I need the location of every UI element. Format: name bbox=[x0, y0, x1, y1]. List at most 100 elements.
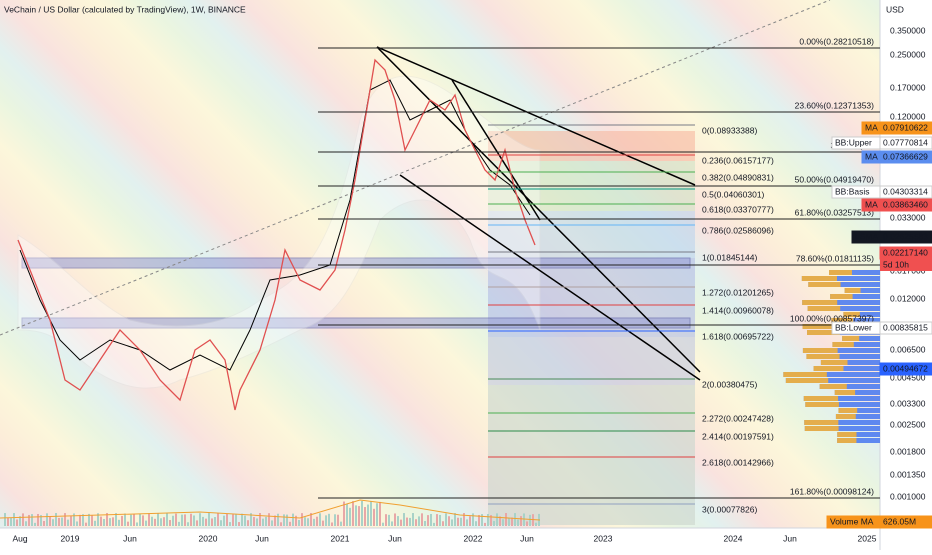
volume-bar bbox=[430, 513, 432, 526]
vp-bar bbox=[785, 378, 880, 383]
volume-bar bbox=[262, 518, 264, 526]
vp-bar bbox=[834, 390, 880, 395]
volume-bar bbox=[205, 518, 207, 526]
volume-bar bbox=[190, 513, 192, 526]
volume-bar bbox=[169, 520, 171, 526]
time-tick-label: 2020 bbox=[199, 533, 218, 543]
price-tick-label: 0.012000 bbox=[890, 293, 926, 303]
vp-bar bbox=[819, 384, 880, 389]
time-tick-label: Aug bbox=[12, 533, 27, 543]
volume-bar bbox=[157, 513, 159, 526]
vp-bar bbox=[804, 420, 839, 425]
volume-bar bbox=[295, 515, 297, 526]
price-tag-value: 0.04303314 bbox=[883, 186, 928, 196]
vp-bar bbox=[802, 348, 880, 353]
volume-bar bbox=[70, 516, 72, 526]
price-tag-name-box bbox=[861, 121, 881, 135]
price-tag-name: BB:Basis bbox=[835, 186, 870, 196]
volume-bar bbox=[127, 521, 129, 526]
price-tag-name: BB:Upper bbox=[835, 137, 872, 147]
price-tag-name-box bbox=[831, 321, 881, 335]
vp-bar bbox=[803, 396, 839, 401]
volume-bar bbox=[379, 501, 381, 526]
volume-bar bbox=[502, 519, 504, 526]
volume-bar bbox=[82, 514, 84, 526]
vp-bar bbox=[834, 390, 856, 395]
volume-bar bbox=[94, 520, 96, 526]
chart-title: VeChain / US Dollar (calculated by Tradi… bbox=[4, 4, 246, 14]
volume-bar bbox=[466, 519, 468, 526]
vp-bar bbox=[837, 432, 880, 437]
vp-bar bbox=[802, 324, 838, 329]
volume-bar bbox=[91, 515, 93, 526]
vp-bar bbox=[802, 300, 838, 305]
volume-bar bbox=[223, 515, 225, 526]
volume-bar bbox=[256, 518, 258, 526]
zone bbox=[488, 385, 695, 525]
price-tick-label: 0.001000 bbox=[890, 491, 926, 501]
vp-bar bbox=[838, 408, 858, 413]
fib-ext-label: 3(0.00077826) bbox=[702, 504, 757, 514]
trend-line bbox=[399, 174, 701, 381]
volume-bar bbox=[370, 501, 372, 526]
volume-bar bbox=[208, 513, 210, 526]
fib-ext-label: 0.5(0.04060301) bbox=[702, 189, 765, 199]
volume-bar bbox=[409, 517, 411, 526]
volume-bar bbox=[247, 520, 249, 526]
volume-bar bbox=[481, 514, 483, 526]
time-tick-label: Jun bbox=[255, 533, 269, 543]
volume-bar bbox=[436, 514, 438, 526]
volume-bar bbox=[484, 522, 486, 526]
vp-bar bbox=[805, 402, 880, 407]
vp-bar bbox=[804, 420, 880, 425]
volume-bar bbox=[49, 516, 51, 526]
price-tag-value: 626.05M bbox=[883, 516, 916, 526]
volume-bar bbox=[25, 521, 27, 526]
volume-bar bbox=[253, 517, 255, 526]
volume-bar bbox=[388, 514, 390, 526]
volume-bar bbox=[181, 514, 183, 526]
volume-bar bbox=[493, 521, 495, 526]
volume-bar bbox=[61, 517, 63, 526]
fib-ext-label: 0.236(0.06157177) bbox=[702, 155, 774, 165]
volume-bar bbox=[175, 513, 177, 526]
time-tick-label: 2025 bbox=[858, 533, 877, 543]
vp-bar bbox=[820, 360, 880, 365]
volume-bar bbox=[214, 517, 216, 526]
volume-bar bbox=[133, 514, 135, 526]
volume-bar bbox=[280, 522, 282, 526]
fib-label: 61.80%(0.03257513) bbox=[795, 207, 875, 217]
price-tag-value: 0.02217140 bbox=[883, 247, 928, 257]
time-tick-label: 2023 bbox=[594, 533, 613, 543]
volume-bar bbox=[451, 519, 453, 526]
vp-bar bbox=[843, 312, 860, 317]
volume-bar bbox=[79, 514, 81, 526]
price-line bbox=[17, 58, 536, 411]
volume-bar bbox=[103, 519, 105, 526]
time-tick-label: Jun bbox=[783, 533, 797, 543]
volume-bar bbox=[454, 513, 456, 526]
volume-bar bbox=[487, 514, 489, 526]
volume-bar bbox=[532, 514, 534, 526]
volume-bar bbox=[58, 517, 60, 526]
zone bbox=[488, 131, 695, 161]
volume-bar bbox=[163, 517, 165, 526]
price-tag-name: Volume MA bbox=[830, 516, 874, 526]
volume-bar bbox=[151, 516, 153, 526]
volume-bar bbox=[505, 513, 507, 526]
volume-bar bbox=[100, 516, 102, 526]
vp-bar bbox=[807, 306, 841, 311]
volume-bar bbox=[226, 513, 228, 526]
vp-bar bbox=[835, 414, 856, 419]
vp-bar bbox=[813, 366, 844, 371]
volume-bar bbox=[121, 515, 123, 526]
price-tick-label: 0.001800 bbox=[890, 446, 926, 456]
price-tick-label: 0.006500 bbox=[890, 344, 926, 354]
fib-ext-label: 2(0.00380475) bbox=[702, 379, 757, 389]
volume-bar bbox=[361, 501, 363, 526]
volume-bar bbox=[346, 503, 348, 526]
fib-ext-label: 0.786(0.02586096) bbox=[702, 225, 774, 235]
volume-bar bbox=[439, 514, 441, 526]
volume-bar bbox=[490, 515, 492, 526]
volume-bar bbox=[415, 519, 417, 526]
